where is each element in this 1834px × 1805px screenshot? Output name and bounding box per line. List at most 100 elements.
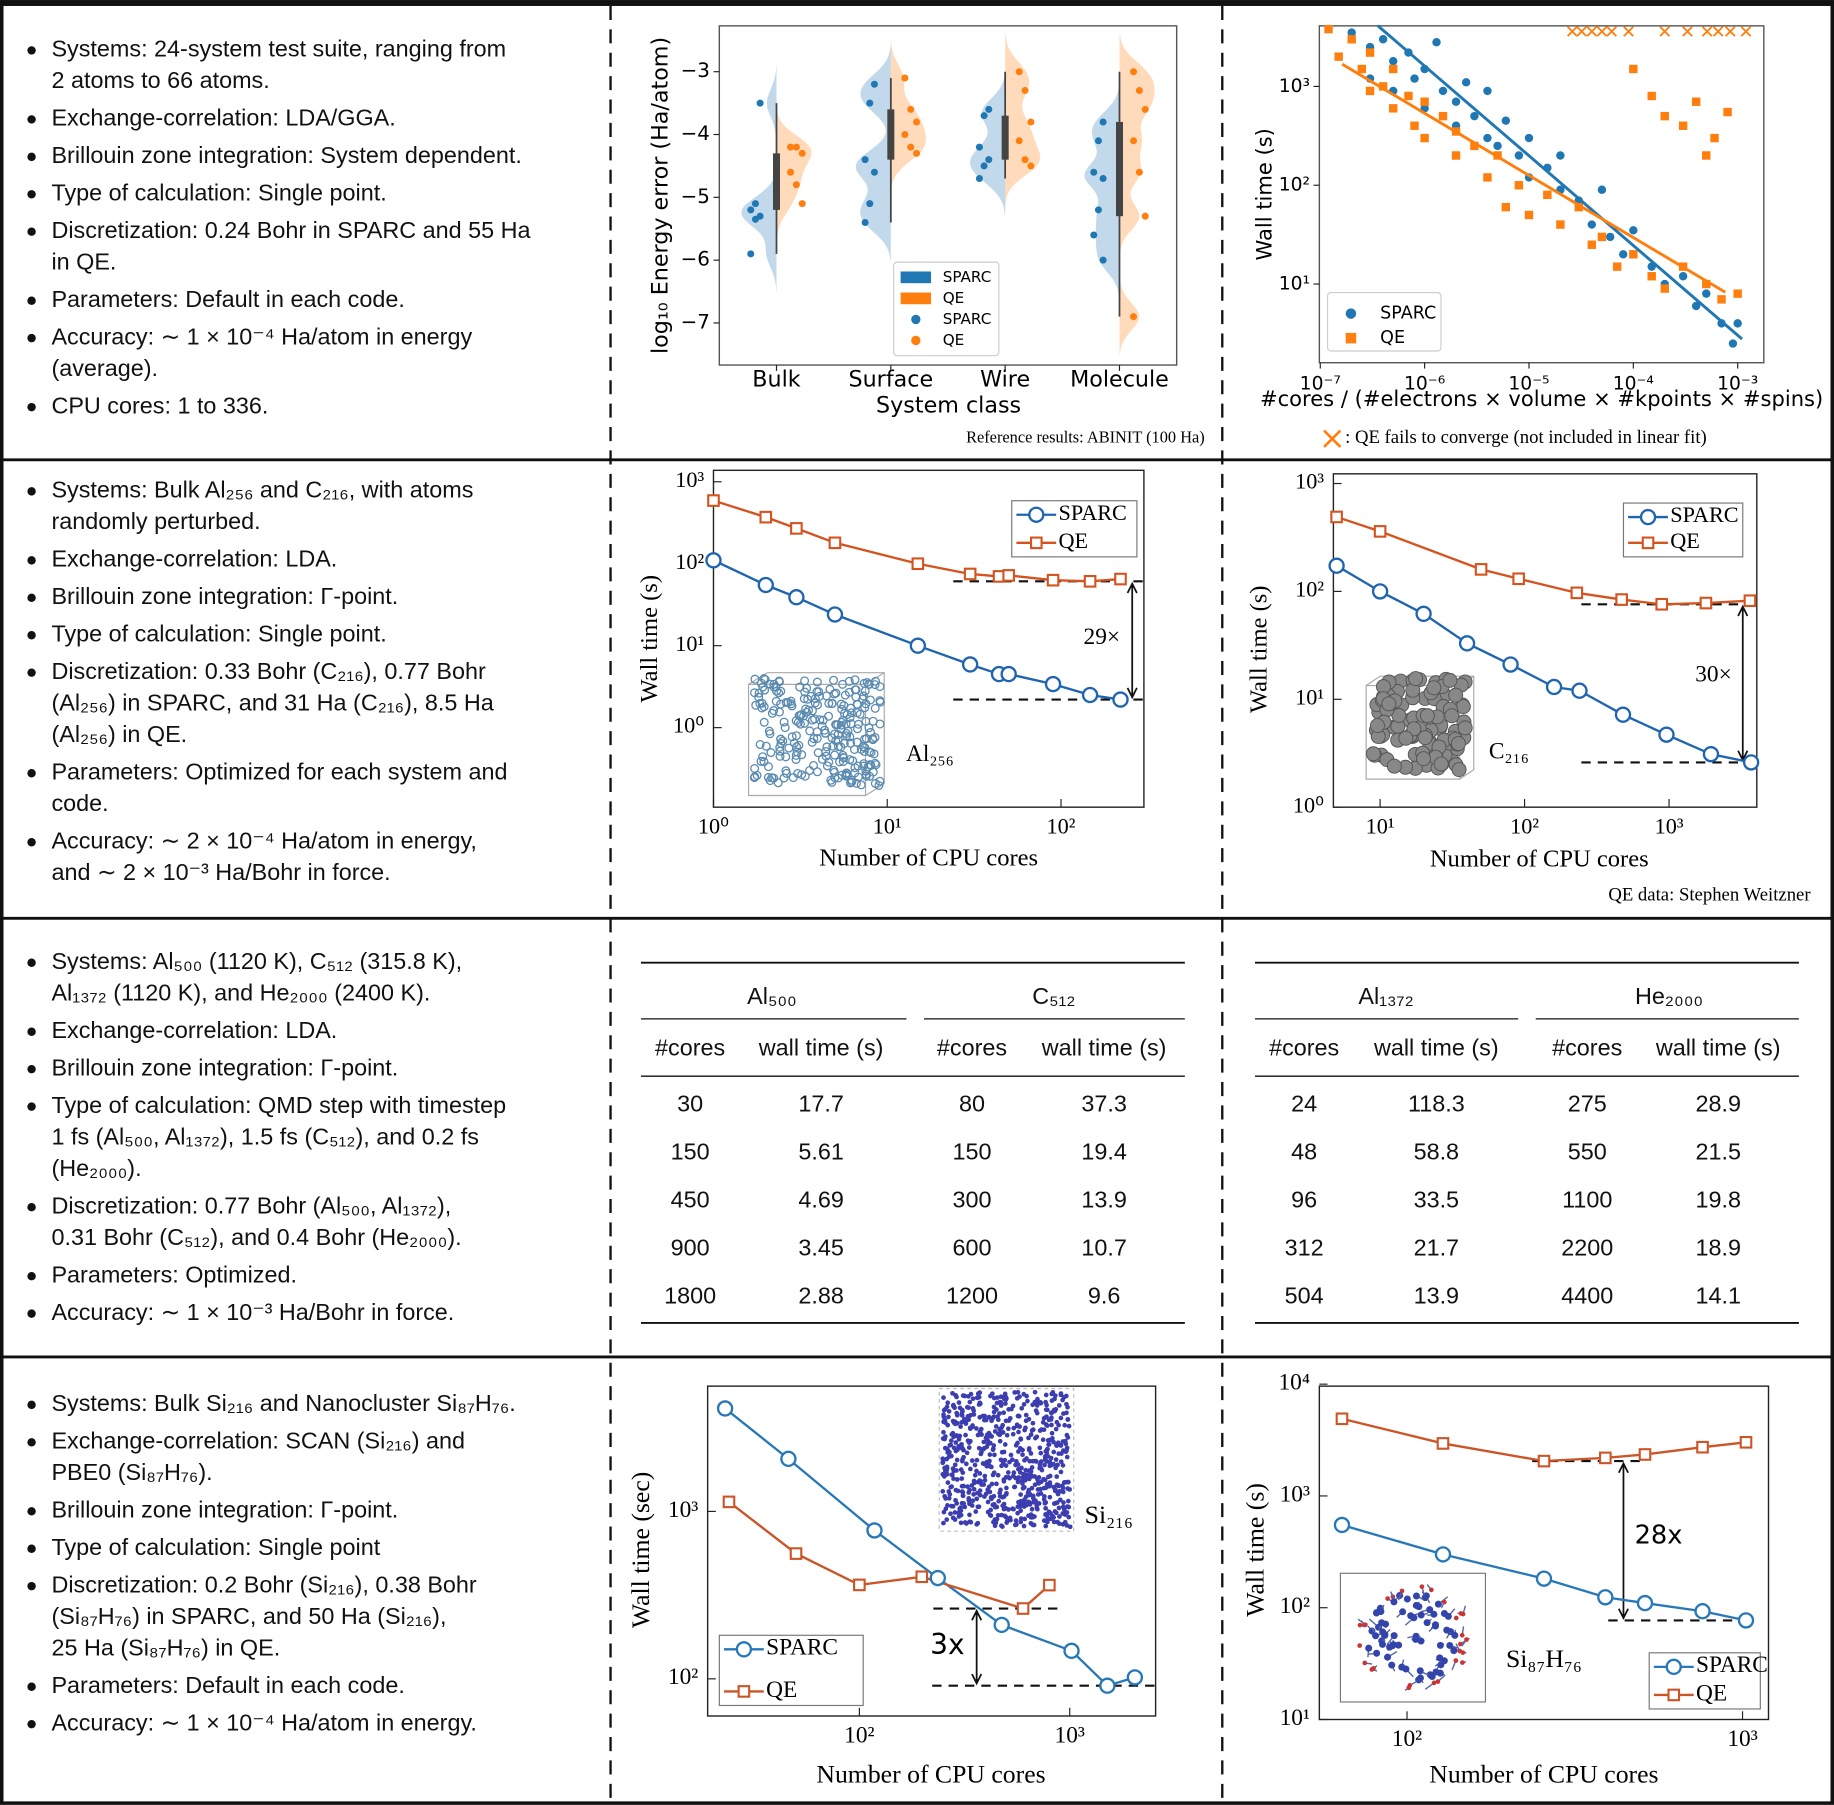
series-line (1341, 1417, 1747, 1463)
inset-atom (1018, 1519, 1024, 1525)
inset-atom (1436, 1641, 1444, 1649)
inset-atom (1403, 1595, 1411, 1603)
inset-atom (1011, 1484, 1017, 1490)
table-cell: 13.9 (1081, 1187, 1127, 1213)
inset-atom (1052, 1509, 1058, 1514)
inset-atom (977, 1471, 983, 1476)
table-cell: 504 (1285, 1282, 1324, 1308)
inset-atom (959, 1419, 965, 1425)
bullet-dot (27, 1064, 36, 1074)
point (1501, 202, 1511, 212)
inset-atom (1060, 1504, 1066, 1510)
inset-atom (775, 742, 785, 752)
inset-atom (991, 1443, 997, 1448)
inset-atom (1053, 1426, 1059, 1432)
inset-atom (946, 1408, 952, 1414)
inset-atom (943, 1496, 948, 1501)
inset-atom (941, 1429, 946, 1435)
point (792, 181, 800, 189)
bullet-dot (27, 227, 36, 236)
inset-atom (822, 742, 832, 752)
inset-atom (1430, 1610, 1438, 1618)
inset-atom (1406, 1685, 1412, 1691)
legend-marker (1641, 536, 1655, 550)
point (975, 174, 983, 182)
point (1493, 141, 1502, 151)
inset-atom (1000, 1430, 1006, 1435)
point (1678, 121, 1688, 130)
inset-atom (993, 1424, 999, 1429)
plot-frame (718, 25, 1178, 366)
point (1415, 605, 1432, 622)
bullet-text: Brillouin zone integration: Γ-point. (51, 1496, 398, 1522)
inset-atom (1043, 1414, 1049, 1420)
point (1619, 250, 1628, 259)
inset-atom (755, 740, 765, 750)
inset-atom (1049, 1422, 1054, 1428)
inset-atom (970, 1498, 976, 1504)
inset-atom (839, 708, 849, 718)
point (1658, 726, 1675, 743)
failed-point (1596, 26, 1608, 37)
y-axis-label: Wall time (s) (1252, 128, 1277, 260)
y-tick-label: 10³ (1279, 76, 1310, 97)
point (747, 250, 755, 258)
x-axis-label: Number of CPU cores (816, 1760, 1045, 1789)
bullet-dot (27, 838, 36, 847)
inset-atom (1023, 1467, 1029, 1473)
table-column-header: wall time (s) (758, 1034, 884, 1060)
point (1365, 48, 1375, 57)
y-tick-label: 10¹ (675, 631, 704, 656)
point (1328, 557, 1345, 574)
inset-atom (829, 765, 839, 775)
inset-atom (1431, 1622, 1439, 1630)
inset-atom (950, 1418, 956, 1424)
bullet-text: Systems: Bulk Si₂₁₆ and Nanocluster Si₈₇… (51, 1390, 515, 1416)
bullet-text: Discretization: 0.77 Bohr (Al₅₀₀, Al₁₃₇₂… (51, 1192, 451, 1218)
series-line (724, 1407, 1136, 1688)
table-group-header: Al₅₀₀ (747, 983, 797, 1009)
table-column-header: #cores (937, 1034, 1007, 1060)
box (1001, 115, 1009, 160)
inset-atom (1464, 1637, 1469, 1642)
inset-atom (1038, 1450, 1044, 1456)
point (866, 99, 874, 107)
inset-atom (800, 676, 810, 686)
inset-atom (852, 724, 863, 734)
inset-atom (1030, 1514, 1036, 1520)
point (1556, 151, 1565, 160)
failed-point (1682, 26, 1693, 37)
inset-atom (754, 692, 764, 702)
inset-atom (1451, 1631, 1459, 1639)
inset-atom (961, 1454, 966, 1460)
point (1432, 38, 1441, 47)
inset-atom (940, 1456, 946, 1462)
inset-atom (1417, 1637, 1425, 1645)
point (1638, 1448, 1652, 1461)
point (985, 156, 993, 164)
inset-atom (954, 1420, 960, 1426)
bullet-text: Accuracy: ∼ 1 × 10⁻⁴ Ha/atom in energy (51, 323, 472, 349)
point (1365, 86, 1375, 96)
point (1545, 678, 1563, 696)
inset-atom (1018, 1498, 1024, 1504)
inset-atom (996, 1498, 1002, 1504)
point (1694, 1603, 1711, 1620)
bullet-text: Discretization: 0.24 Bohr in SPARC and 5… (51, 217, 530, 243)
inset-atom (989, 1416, 994, 1422)
inset-atom (1031, 1522, 1037, 1528)
point (1371, 583, 1389, 600)
inset-atom (1061, 1500, 1066, 1505)
inset-atom (792, 747, 802, 757)
point (985, 105, 993, 113)
bullet-text: (Si₈₇H₇₆) in SPARC, and 50 Ha (Si₂₁₆), (51, 1603, 446, 1629)
inset-atom (800, 771, 810, 781)
inset-atom (1442, 1599, 1447, 1605)
plot-frame (1318, 1385, 1770, 1721)
bullet-text: Parameters: Default in each code. (51, 1672, 404, 1698)
point (1347, 28, 1356, 37)
inset-atom (1047, 1463, 1053, 1469)
table-cell: 58.8 (1414, 1139, 1460, 1165)
bullet-dot (27, 1682, 36, 1691)
